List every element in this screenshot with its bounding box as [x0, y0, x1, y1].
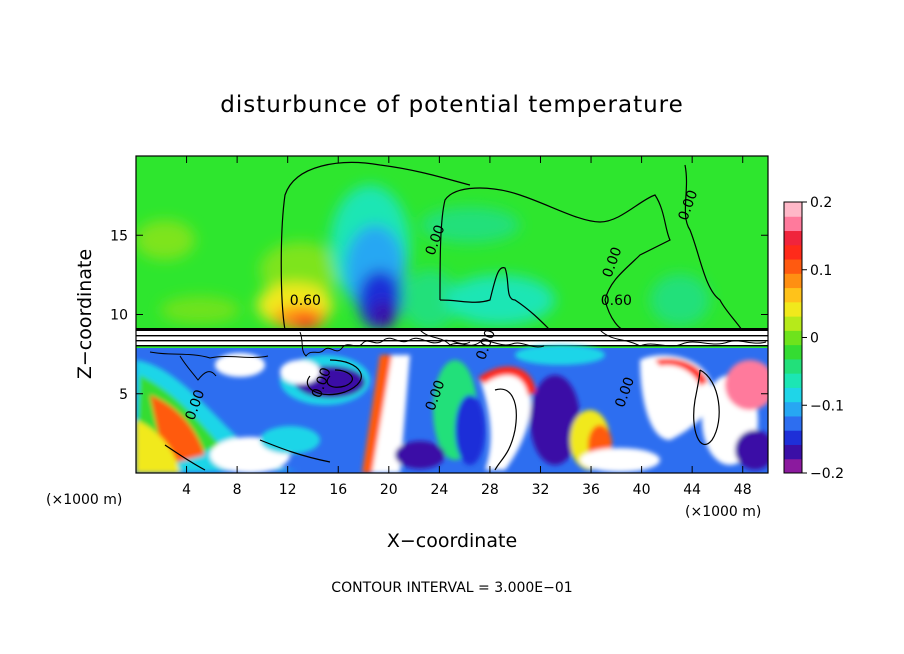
y-tick-label: 10	[110, 308, 128, 324]
colorbar-segment	[784, 316, 802, 331]
x-tick-label: 4	[182, 482, 191, 498]
x-tick-label: 12	[279, 482, 297, 498]
x-tick-label: 8	[233, 482, 242, 498]
y-axis: 5 10 15	[110, 228, 768, 403]
colorbar-segment	[784, 401, 802, 417]
colorbar-segment	[784, 430, 802, 445]
x-axis-label: X−coordinate	[387, 530, 517, 552]
colorbar-segment	[784, 330, 802, 346]
colorbar-segment	[784, 358, 802, 374]
x-unit-right: (×1000 m)	[685, 504, 761, 520]
colorbar-segment	[784, 216, 802, 232]
y-axis-label: Z−coordinate	[74, 249, 96, 379]
colorbar-segment	[784, 301, 802, 317]
x-tick-label: 32	[532, 482, 550, 498]
colorbar-segment	[784, 444, 802, 460]
x-tick-label: 36	[582, 482, 600, 498]
colorbar-segment	[784, 259, 802, 274]
contour-interval-note: CONTOUR INTERVAL = 3.000E−01	[331, 580, 572, 596]
x-tick-label: 16	[329, 482, 347, 498]
colorbar-segment	[784, 287, 802, 303]
x-tick-label: 48	[734, 482, 752, 498]
contour-label: 0.60	[290, 293, 321, 309]
colorbar-segment	[784, 373, 802, 388]
colorbar-segment	[784, 415, 802, 431]
x-unit-left: (×1000 m)	[46, 492, 122, 508]
colorbar-segment	[784, 344, 802, 360]
x-tick-label: 28	[481, 482, 499, 498]
colorbar-tick-label: 0.2	[810, 195, 832, 211]
chart-title: disturbunce of potential temperature	[220, 92, 684, 118]
y-tick-label: 15	[110, 228, 128, 244]
y-tick-label: 5	[119, 387, 128, 403]
colorbar-segment	[784, 244, 802, 260]
x-tick-label: 40	[633, 482, 651, 498]
colorbar-tick-label: −0.1	[810, 398, 844, 414]
x-tick-label: 44	[683, 482, 701, 498]
colorbar: 0.2 0.1 0 −0.1 −0.2	[783, 195, 844, 482]
colorbar-segment	[784, 230, 802, 246]
colorbar-segment	[784, 458, 802, 474]
colorbar-segment	[784, 387, 802, 403]
colorbar-tick-label: 0.1	[810, 263, 832, 279]
x-axis: 4 8 12 16 20 24 28 32 36 40 44 48	[182, 156, 752, 498]
x-tick-label: 20	[380, 482, 398, 498]
colorbar-tick-label: 0	[810, 331, 819, 347]
colorbar-segment	[784, 273, 802, 289]
colorbar-tick-label: −0.2	[810, 466, 844, 482]
colorbar-segment	[784, 202, 802, 217]
contour-label: 0.60	[601, 293, 632, 309]
heatmap-field	[136, 156, 768, 473]
x-tick-label: 24	[430, 482, 448, 498]
